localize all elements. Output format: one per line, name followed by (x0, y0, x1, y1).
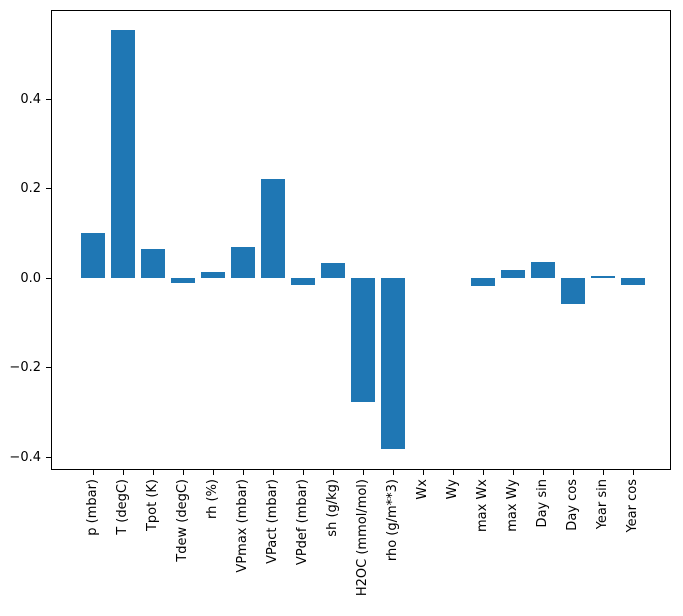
x-tick-label-max-wy: max Wy (505, 479, 520, 532)
x-tick-label-year-cos: Year cos (625, 479, 640, 533)
bar-year-sin (591, 276, 615, 279)
bar-rh (201, 272, 225, 279)
bar-vpact-mbar (261, 179, 285, 279)
y-tick-label: −0.2 (9, 360, 41, 376)
bar-tpot-k (141, 249, 165, 279)
y-tick-label: 0.2 (20, 181, 41, 197)
x-tick (632, 470, 634, 475)
x-tick (212, 470, 214, 475)
bar-sh-g-kg (321, 263, 345, 279)
y-tick (46, 188, 51, 190)
x-tick (392, 470, 394, 475)
x-tick (272, 470, 274, 475)
x-tick-label-sh-g-kg: sh (g/kg) (325, 479, 340, 537)
y-tick (46, 367, 51, 369)
bar-max-wy (501, 269, 525, 279)
x-tick-label-wy: Wy (445, 479, 460, 500)
x-tick-label-day-sin: Day sin (535, 479, 550, 528)
x-tick (542, 470, 544, 475)
x-tick (452, 470, 454, 475)
x-tick-label-year-sin: Year sin (595, 479, 610, 530)
x-tick (152, 470, 154, 475)
x-tick (572, 470, 574, 475)
bar-max-wx (471, 278, 495, 287)
x-tick (602, 470, 604, 475)
x-tick (182, 470, 184, 475)
x-tick-label-day-cos: Day cos (565, 479, 580, 531)
y-tick-label: −0.4 (9, 449, 41, 465)
bar-tdew-degc (171, 278, 195, 284)
x-tick-label-rho-g-m-3: rho (g/m**3) (385, 479, 400, 562)
plot-area (51, 10, 671, 470)
x-tick-label-vpmax-mbar: VPmax (mbar) (235, 479, 250, 573)
bar-day-cos (561, 278, 585, 304)
x-tick-label-max-wx: max Wx (475, 479, 490, 533)
x-tick-label-wx: Wx (415, 479, 430, 500)
x-tick-label-tpot-k: Tpot (K) (145, 479, 160, 532)
y-tick (46, 456, 51, 458)
bar-vpdef-mbar (291, 278, 315, 286)
x-tick-label-rh: rh (%) (205, 479, 220, 519)
bar-year-cos (621, 278, 645, 285)
x-tick-label-h2oc-mmol-mol: H2OC (mmol/mol) (355, 479, 370, 597)
bar-t-degc (111, 30, 135, 279)
x-tick (512, 470, 514, 475)
x-tick (242, 470, 244, 475)
x-tick-label-vpact-mbar: VPact (mbar) (265, 479, 280, 564)
bar-p-mbar (81, 233, 105, 279)
x-tick (482, 470, 484, 475)
y-tick-label: 0.4 (20, 91, 41, 107)
x-tick-label-vpdef-mbar: VPdef (mbar) (295, 479, 310, 566)
x-tick (302, 470, 304, 475)
x-tick-label-p-mbar: p (mbar) (85, 479, 100, 536)
y-tick-label: 0.0 (20, 270, 41, 286)
y-tick (46, 277, 51, 279)
bar-day-sin (531, 262, 555, 279)
x-tick (122, 470, 124, 475)
x-tick-label-t-degc: T (degC) (115, 479, 130, 535)
bar-h2oc-mmol-mol (351, 278, 375, 402)
bar-rho-g-m-3 (381, 278, 405, 449)
x-tick-label-tdew-degc: Tdew (degC) (175, 479, 190, 562)
bar-vpmax-mbar (231, 247, 255, 279)
x-tick (332, 470, 334, 475)
x-tick (422, 470, 424, 475)
y-tick (46, 98, 51, 100)
x-tick (362, 470, 364, 475)
x-tick (92, 470, 94, 475)
